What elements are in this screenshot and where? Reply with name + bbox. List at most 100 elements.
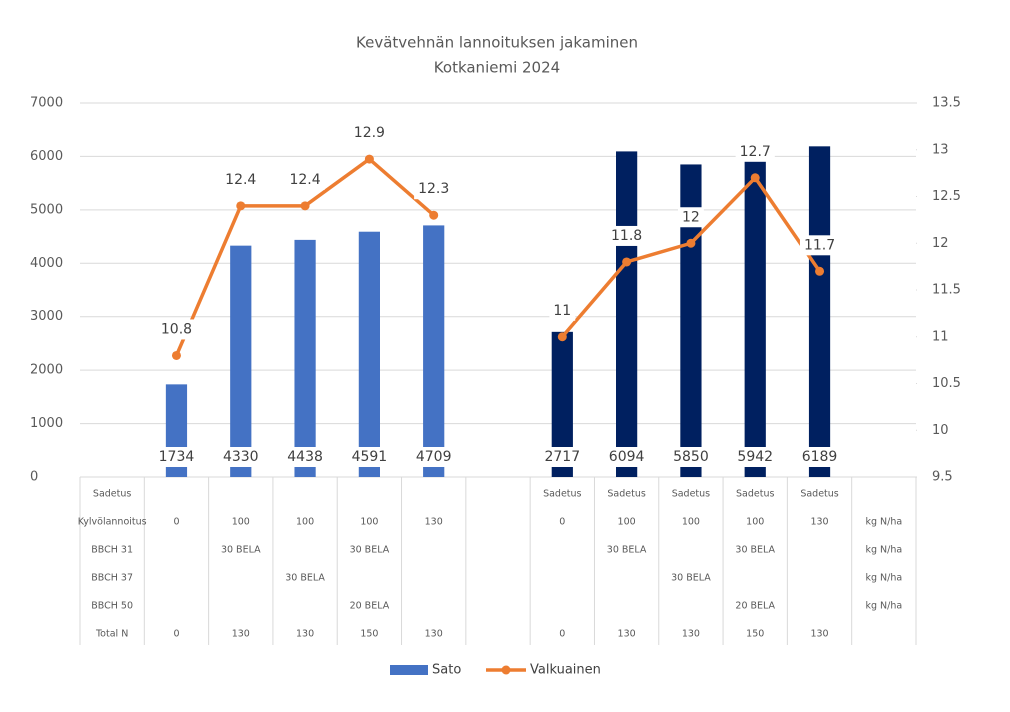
table-cell: 130	[425, 629, 443, 640]
legend-marker	[501, 665, 511, 675]
bar	[808, 146, 831, 477]
data-label: 12	[682, 209, 700, 225]
table-cell: Sadetus	[543, 489, 581, 500]
label-bg	[549, 300, 576, 321]
y-tick-label: 5000	[30, 202, 63, 217]
data-label: 5850	[673, 449, 709, 465]
table-cell: 130	[618, 629, 636, 640]
row-header: Sadetus	[93, 489, 131, 500]
point	[686, 238, 696, 248]
data-label: 12.7	[740, 144, 771, 160]
y2-tick-label: 13	[932, 142, 949, 157]
y2-tick-label: 12	[932, 236, 949, 251]
bar	[744, 159, 766, 477]
table-cell: 130	[682, 629, 700, 640]
point	[750, 173, 760, 183]
label-bg	[154, 447, 199, 467]
bar	[294, 239, 316, 477]
table-cell: 130	[810, 629, 828, 640]
data-label: 12.9	[354, 125, 385, 141]
point	[171, 350, 181, 360]
table-cell: 130	[296, 629, 314, 640]
label-bg	[347, 447, 392, 467]
table-cell: kg N/ha	[865, 517, 902, 528]
table-cell: 150	[746, 629, 764, 640]
y2-tick-label: 10	[932, 423, 949, 438]
legend-label: Sato	[432, 663, 461, 678]
bar	[423, 225, 445, 477]
data-label: 10.8	[161, 321, 192, 337]
table-cell: kg N/ha	[865, 545, 902, 556]
data-label: 1734	[159, 449, 195, 465]
row-header: Kylvölannoitus	[78, 517, 147, 528]
data-label: 12.4	[225, 172, 256, 188]
legend-swatch	[390, 665, 428, 675]
y2-tick-label: 9.5	[932, 470, 953, 485]
label-bg	[283, 447, 327, 467]
data-label: 6189	[802, 449, 838, 465]
bar	[358, 231, 380, 477]
y-tick-label: 6000	[30, 149, 63, 164]
label-bg	[285, 169, 325, 190]
y-tick-label: 2000	[30, 363, 63, 378]
table-cell: Sadetus	[607, 489, 645, 500]
table-cell: 100	[232, 517, 250, 528]
y2-tick-label: 10.5	[932, 376, 961, 391]
table-cell: kg N/ha	[865, 601, 902, 612]
label-bg	[218, 447, 263, 467]
label-bg	[540, 447, 585, 467]
legend-label: Valkuainen	[530, 663, 601, 678]
table-cell: 30 BELA	[735, 545, 775, 556]
label-bg	[797, 447, 842, 467]
table-cell: kg N/ha	[865, 573, 902, 584]
row-header: BBCH 31	[91, 545, 133, 556]
table-cell: 20 BELA	[735, 601, 775, 612]
data-label: 12.3	[418, 181, 449, 197]
data-label: 4591	[352, 449, 388, 465]
table-cell: 30 BELA	[607, 545, 647, 556]
y2-tick-label: 11.5	[932, 283, 961, 298]
data-label: 11.8	[611, 228, 642, 244]
line	[174, 157, 821, 357]
data-label: 11.7	[804, 237, 835, 253]
data-label: 4709	[416, 449, 452, 465]
table-cell: 100	[746, 517, 764, 528]
y-tick-label: 0	[30, 470, 38, 485]
y2-tick-label: 12.5	[932, 189, 961, 204]
table-cell: 100	[682, 517, 700, 528]
label-bg	[349, 123, 389, 144]
table-cell: 0	[559, 629, 565, 640]
label-bg	[411, 447, 456, 467]
table-cell: 100	[618, 517, 636, 528]
table-cell: 0	[559, 517, 565, 528]
label-bg	[669, 447, 713, 467]
table-cell: Sadetus	[800, 489, 838, 500]
table-cell: 30 BELA	[350, 545, 390, 556]
y-tick-label: 1000	[30, 416, 63, 431]
point	[557, 332, 567, 342]
bar	[680, 164, 702, 477]
data-label: 5942	[737, 449, 773, 465]
table-cell: 30 BELA	[671, 573, 711, 584]
row-header: Total N	[95, 629, 128, 640]
bar	[551, 331, 573, 477]
label-bg	[156, 319, 197, 340]
label-bg	[604, 447, 649, 467]
data-label: 6094	[609, 449, 645, 465]
table-cell: 130	[425, 517, 443, 528]
table-cell: Sadetus	[672, 489, 710, 500]
table-cell: 130	[232, 629, 250, 640]
point	[429, 210, 439, 220]
table-cell: 150	[360, 629, 378, 640]
data-label: 11	[553, 303, 571, 319]
y-tick-label: 7000	[30, 96, 63, 111]
point	[300, 201, 310, 211]
label-bg	[733, 447, 778, 467]
chart-title: Kevätvehnän lannoituksen jakaminen	[356, 34, 638, 52]
bar	[616, 151, 638, 477]
table-cell: 130	[810, 517, 828, 528]
table-cell: 30 BELA	[221, 545, 261, 556]
label-bg	[414, 179, 454, 200]
point	[364, 154, 374, 164]
